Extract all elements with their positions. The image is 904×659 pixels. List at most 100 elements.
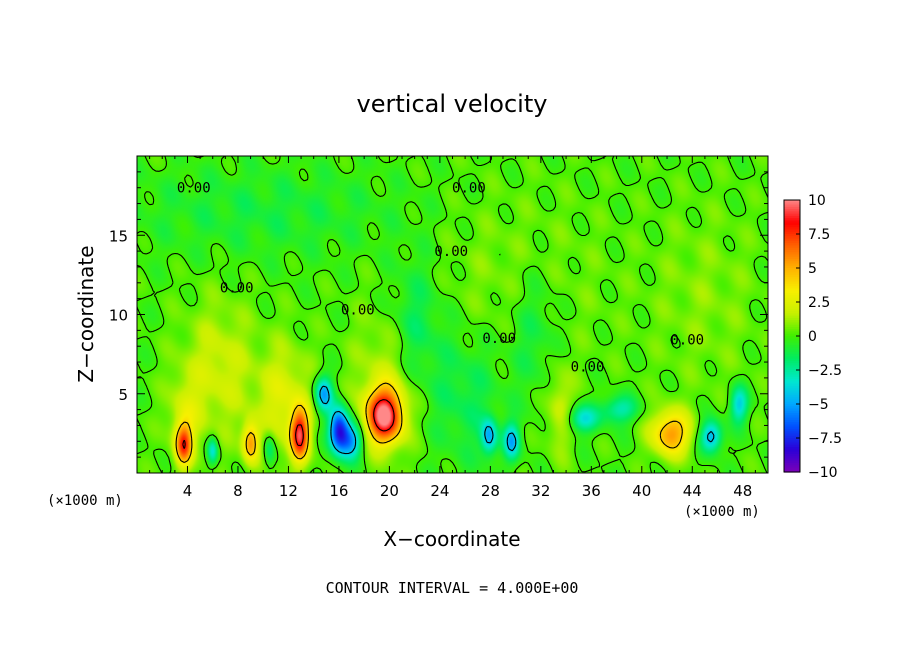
colorbar-tick-label: −7.5 <box>808 431 842 447</box>
colorbar-tick-label: 5 <box>808 261 817 277</box>
colorbar-swatch <box>784 331 800 335</box>
colorbar-swatch <box>784 358 800 362</box>
colorbar-swatch <box>784 354 800 357</box>
x-unit-left: (×1000 m) <box>47 493 123 509</box>
colorbar-swatch <box>784 272 800 276</box>
chart-title: vertical velocity <box>357 90 548 118</box>
colorbar-swatch <box>784 256 800 260</box>
colorbar-swatch <box>784 200 800 203</box>
colorbar-swatch <box>784 465 800 469</box>
colorbar-swatch <box>784 399 800 403</box>
x-tick-label: 40 <box>632 482 651 500</box>
colorbar-swatch <box>784 442 800 446</box>
x-tick-label: 4 <box>183 482 193 500</box>
colorbar-swatch <box>784 315 800 319</box>
colorbar-swatch <box>784 254 800 258</box>
colorbar-swatch <box>784 413 800 416</box>
colorbar-swatch <box>784 422 800 425</box>
colorbar-swatch <box>784 444 800 448</box>
colorbar-swatch <box>784 245 800 249</box>
colorbar-swatch <box>784 367 800 371</box>
colorbar-swatch <box>784 342 800 346</box>
colorbar-swatch <box>784 211 800 215</box>
colorbar-swatch <box>784 215 800 219</box>
colorbar-swatch <box>784 202 800 206</box>
colorbar-swatch <box>784 333 800 337</box>
colorbar-swatch <box>784 435 800 439</box>
colorbar-swatch <box>784 302 800 305</box>
colorbar-swatch <box>784 438 800 441</box>
colorbar-swatch <box>784 467 800 471</box>
colorbar-swatch <box>784 229 800 233</box>
colorbar-swatch <box>784 274 800 278</box>
colorbar-tick-label: 0 <box>808 329 817 345</box>
colorbar-swatch <box>784 263 800 267</box>
colorbar-swatch <box>784 453 800 457</box>
x-tick-label: 36 <box>582 482 601 500</box>
colorbar-swatch <box>784 410 800 414</box>
colorbar-swatch <box>784 433 800 437</box>
x-tick-label: 28 <box>481 482 500 500</box>
colorbar-swatch <box>784 372 800 376</box>
contour-positive <box>175 382 683 463</box>
colorbar-swatch <box>784 304 800 308</box>
colorbar-swatch <box>784 243 800 246</box>
x-tick-label: 48 <box>733 482 752 500</box>
colorbar-swatch <box>784 336 800 339</box>
plot-area: 0.00 0.00 0.00 0.00 0.00 0.00 0.00 0.00 <box>136 155 769 474</box>
contour-labels: 0.00 0.00 0.00 0.00 0.00 0.00 0.00 0.00 <box>177 180 704 375</box>
colorbar-swatch <box>784 317 800 321</box>
contour-label: 0.00 <box>341 303 375 319</box>
colorbar-swatch <box>784 401 800 405</box>
colorbar-swatch <box>784 268 800 271</box>
colorbar-swatch <box>784 419 800 423</box>
colorbar-tick-label: 10 <box>808 193 826 209</box>
x-unit-right: (×1000 m) <box>684 504 760 520</box>
colorbar-swatch <box>784 381 800 385</box>
colorbar-swatch <box>784 424 800 428</box>
colorbar-swatch <box>784 324 800 328</box>
y-tick-label: 15 <box>109 227 128 245</box>
colorbar-swatch <box>784 345 800 348</box>
colorbar-swatch <box>784 469 800 473</box>
colorbar-swatch <box>784 397 800 401</box>
colorbar-tick-label: 7.5 <box>808 227 830 243</box>
contour-label: 0.00 <box>434 244 468 260</box>
x-axis-label: X−coordinate <box>383 527 520 551</box>
colorbar-swatch <box>784 292 800 296</box>
colorbar-tick-label: −5 <box>808 397 829 413</box>
colorbar-swatch <box>784 456 800 459</box>
colorbar-swatch <box>784 390 800 394</box>
colorbar-swatch <box>784 458 800 462</box>
colorbar-swatch <box>784 406 800 410</box>
colorbar-swatch <box>784 374 800 378</box>
colorbar-swatch <box>784 449 800 453</box>
colorbar-swatch <box>784 428 800 432</box>
colorbar-swatch <box>784 379 800 382</box>
colorbar-swatch <box>784 338 800 342</box>
colorbar-swatch <box>784 283 800 287</box>
colorbar-swatch <box>784 249 800 253</box>
colorbar-swatch <box>784 252 800 255</box>
colorbar-swatch <box>784 281 800 285</box>
y-tick-label: 10 <box>109 307 128 325</box>
colorbar-swatch <box>784 370 800 373</box>
colorbar-swatch <box>784 209 800 212</box>
x-tick-label: 24 <box>430 482 449 500</box>
colorbar-swatch <box>784 234 800 237</box>
colorbar-swatch <box>784 231 800 235</box>
x-axis: 4 8 12 16 20 24 28 32 36 40 44 48 <box>149 156 756 500</box>
colorbar-swatch <box>784 297 800 301</box>
x-tick-label: 44 <box>683 482 702 500</box>
colorbar-swatch <box>784 394 800 398</box>
colorbar-swatch <box>784 247 800 251</box>
colorbar-tick-label: −2.5 <box>808 363 842 379</box>
y-axis: 5 10 15 <box>109 171 768 458</box>
x-tick-label: 12 <box>279 482 298 500</box>
colorbar-swatch <box>784 385 800 389</box>
contour-label: 0.00 <box>571 360 605 376</box>
contour-interval-footer: CONTOUR INTERVAL = 4.000E+00 <box>326 579 579 597</box>
colorbar-tick-label: −10 <box>808 465 838 481</box>
colorbar-swatch <box>784 363 800 367</box>
